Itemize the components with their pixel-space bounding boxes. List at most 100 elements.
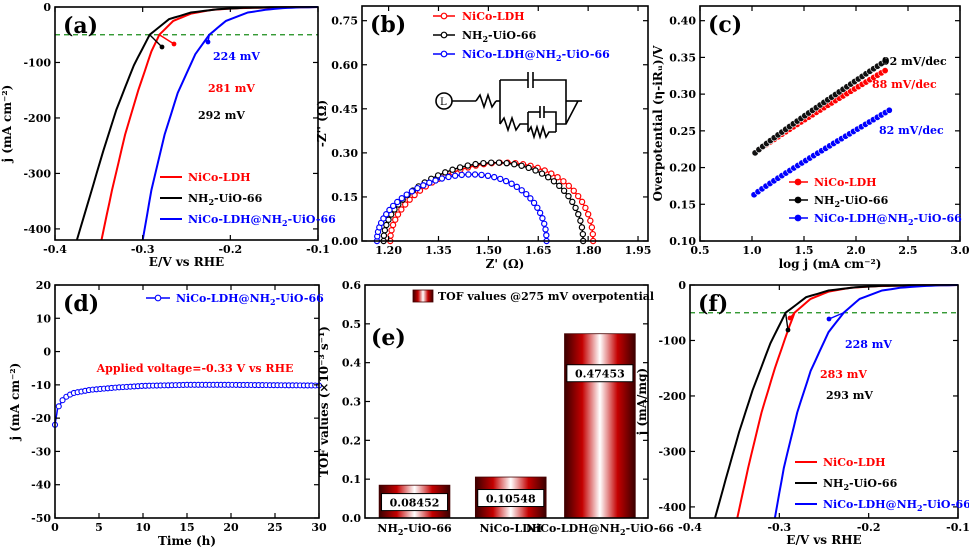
- nyquist-point: [578, 224, 586, 231]
- y-tick-label: 0.6: [342, 279, 361, 292]
- x-category-label: NH2-UiO-66: [377, 522, 452, 537]
- nyquist-point: [414, 184, 421, 192]
- x-tick-label: 20: [223, 521, 239, 534]
- nyquist-point: [565, 192, 572, 200]
- y-axis-label: j (mA cm⁻²): [8, 363, 22, 442]
- nyquist-point: [575, 210, 582, 218]
- x-tick-label: 1.50: [475, 244, 502, 257]
- legend-entry: NiCo-LDH@NH2-UiO-66: [462, 48, 610, 63]
- y-tick-label: 0.20: [669, 162, 696, 175]
- nyquist-point: [544, 173, 552, 181]
- y-tick-label: 0.40: [669, 15, 696, 28]
- arrow-head: [159, 44, 165, 50]
- y-tick-label: -300: [658, 445, 686, 458]
- nyquist-point: [518, 187, 525, 194]
- x-tick-label: 5: [95, 521, 103, 534]
- y-tick-label: 0.75: [331, 15, 358, 28]
- slope-label: 88 mV/dec: [872, 78, 937, 91]
- nyquist-point: [560, 178, 567, 185]
- arrow-head: [171, 41, 177, 47]
- y-tick-label: -400: [658, 501, 686, 514]
- nyquist-line: [389, 161, 594, 242]
- nyquist-point: [449, 166, 456, 173]
- y-tick-label: 0.15: [669, 198, 696, 211]
- annotation-label: 281 mV: [208, 82, 255, 95]
- x-tick-label: 0.5: [690, 244, 709, 257]
- nyquist-point: [408, 188, 416, 195]
- annotation-label: 224 mV: [213, 50, 260, 63]
- arrow-head: [205, 39, 211, 45]
- nyquist-point: [491, 173, 498, 181]
- x-tick-label: -0.3: [767, 521, 791, 534]
- y-tick-label: -50: [31, 512, 51, 525]
- x-category-label: NiCo-LDH: [479, 522, 542, 535]
- annotation-arrow: [158, 34, 175, 45]
- nyquist-point: [589, 230, 597, 238]
- legend-entry: TOF values @275 mV overpotential: [438, 290, 654, 303]
- nyquist-point: [513, 183, 521, 191]
- y-tick-label: 0.25: [669, 125, 696, 138]
- y-tick-label: -200: [658, 390, 686, 403]
- x-tick-label: 2.5: [898, 244, 917, 257]
- bar-value-box: [477, 489, 545, 508]
- nyquist-point: [426, 179, 433, 186]
- y-tick-label: 0.35: [669, 51, 696, 64]
- nyquist-point: [530, 199, 538, 207]
- legend-marker: [440, 12, 448, 20]
- panel-label: (c): [708, 12, 742, 38]
- bar-value-box: [381, 493, 449, 512]
- panel-d: 0 5 10 15 20 25 30 20 10 0 -10 -20 -30 -40 -50 Time (h)…: [8, 279, 327, 548]
- bar-value-label: 0.47453: [575, 368, 625, 381]
- y-axis-label: TOF values (×10⁻³ s⁻¹): [317, 326, 331, 477]
- x-axis-label: E/V vs RHE: [786, 533, 861, 547]
- y-tick-label: 0.1: [342, 473, 361, 486]
- y-tick-label: 0.0: [342, 512, 361, 525]
- resistor: [475, 92, 497, 110]
- nyquist-point: [587, 217, 594, 224]
- x-tick-label: 1.80: [575, 244, 602, 257]
- plot-frame: [699, 5, 961, 242]
- equivalent-circuit-icon: L: [435, 72, 582, 140]
- y-tick-label: 10: [36, 312, 52, 325]
- panel-e: 0.08452 NH2-UiO-66 0.10548 NiCo-LDH 0.47453 N…: [317, 279, 674, 537]
- nyquist-point: [495, 159, 503, 166]
- x-tick-label: 1.20: [375, 244, 402, 257]
- y-tick-label: 0.00: [331, 235, 358, 248]
- x-tick-label: -0.1: [306, 243, 330, 256]
- legend-entry: NiCo-LDH@NH2-UiO-66: [823, 498, 969, 513]
- tafel-point: [885, 106, 893, 114]
- legend-entry: NiCo-LDH: [823, 456, 886, 469]
- resistor: [527, 124, 556, 140]
- series-line-NH2-UiO-66: [75, 6, 318, 241]
- x-tick-label: 1.65: [525, 244, 552, 257]
- legend-marker: [440, 50, 448, 58]
- x-tick-label: -0.3: [131, 243, 155, 256]
- nyquist-point: [538, 170, 546, 177]
- nyquist-point: [565, 182, 573, 190]
- nyquist-point: [432, 177, 439, 184]
- legend-entry: NiCo-LDH: [188, 171, 251, 184]
- panel-a: -0.4 -0.3 -0.2 -0.1 0 -100 -200 -300 -400 E/V vs …: [0, 1, 336, 269]
- panel-b: 1.20 1.35 1.50 1.65 1.80 1.95 0.00 0.15 0.30 0.45…: [315, 5, 651, 271]
- annotation-label: 228 mV: [845, 338, 892, 351]
- nyquist-point: [536, 209, 544, 217]
- x-tick-label: 1.0: [742, 244, 761, 257]
- annotation-arrow: [149, 34, 163, 48]
- bar-value-label: 0.10548: [486, 493, 536, 506]
- y-tick-label: 0.5: [342, 318, 361, 331]
- nyquist-point: [471, 171, 479, 178]
- y-tick-label: -300: [23, 167, 51, 180]
- nyquist-point: [458, 171, 465, 179]
- legend-entry: NH2-UiO-66: [188, 192, 263, 207]
- y-tick-label: 0: [43, 346, 51, 359]
- x-tick-label: 1.35: [425, 244, 452, 257]
- y-tick-label: 0.10: [669, 235, 696, 248]
- series-line-NiCo-LDH@NH2-UiO-66: [141, 6, 319, 241]
- x-tick-label: -0.2: [857, 521, 881, 534]
- wire: [556, 100, 579, 125]
- y-tick-label: -10: [31, 379, 51, 392]
- annotation-label: 293 mV: [826, 389, 873, 402]
- inductor-symbol: L: [440, 97, 447, 108]
- nyquist-point: [472, 160, 479, 168]
- y-tick-label: 0.15: [331, 191, 358, 204]
